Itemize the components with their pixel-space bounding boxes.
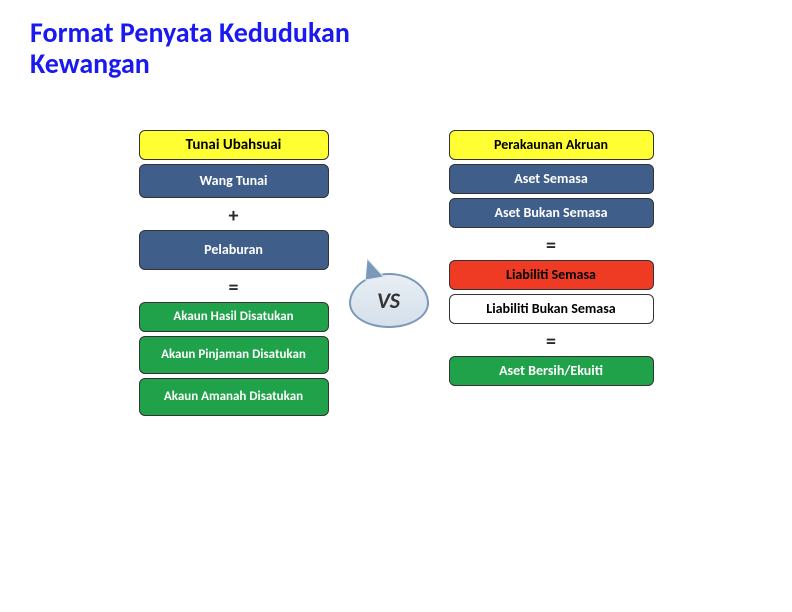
comparison-columns: Tunai UbahsuaiWang Tunai+Pelaburan=Akaun… (0, 130, 792, 470)
left-column: Tunai UbahsuaiWang Tunai+Pelaburan=Akaun… (139, 130, 329, 420)
info-box: Wang Tunai (139, 164, 329, 198)
info-box: Liabiliti Semasa (449, 260, 654, 290)
info-box: Akaun Hasil Disatukan (139, 302, 329, 332)
page-title: Format Penyata Kedudukan Kewangan (30, 18, 350, 80)
info-box: Perakaunan Akruan (449, 130, 654, 160)
info-box: Akaun Amanah Disatukan (139, 378, 329, 416)
title-line2: Kewangan (30, 49, 350, 80)
vs-separator: VS (329, 130, 449, 470)
title-line1: Format Penyata Kedudukan (30, 18, 350, 49)
vs-bubble-tail (361, 255, 385, 280)
vs-text: VS (377, 287, 400, 314)
info-box: Aset Bersih/Ekuiti (449, 356, 654, 386)
operator: + (229, 204, 239, 228)
info-box: Akaun Pinjaman Disatukan (139, 336, 329, 374)
vs-bubble: VS (349, 273, 429, 328)
info-box: Pelaburan (139, 230, 329, 270)
operator: = (229, 276, 239, 300)
operator: = (546, 330, 556, 354)
right-column: Perakaunan Akruan Aset Semasa Aset Bukan S… (449, 130, 654, 390)
info-box: Aset Semasa (449, 164, 654, 194)
info-box: Aset Bukan Semasa (449, 198, 654, 228)
info-box: Liabiliti Bukan Semasa (449, 294, 654, 324)
operator: = (546, 234, 556, 258)
info-box: Tunai Ubahsuai (139, 130, 329, 160)
